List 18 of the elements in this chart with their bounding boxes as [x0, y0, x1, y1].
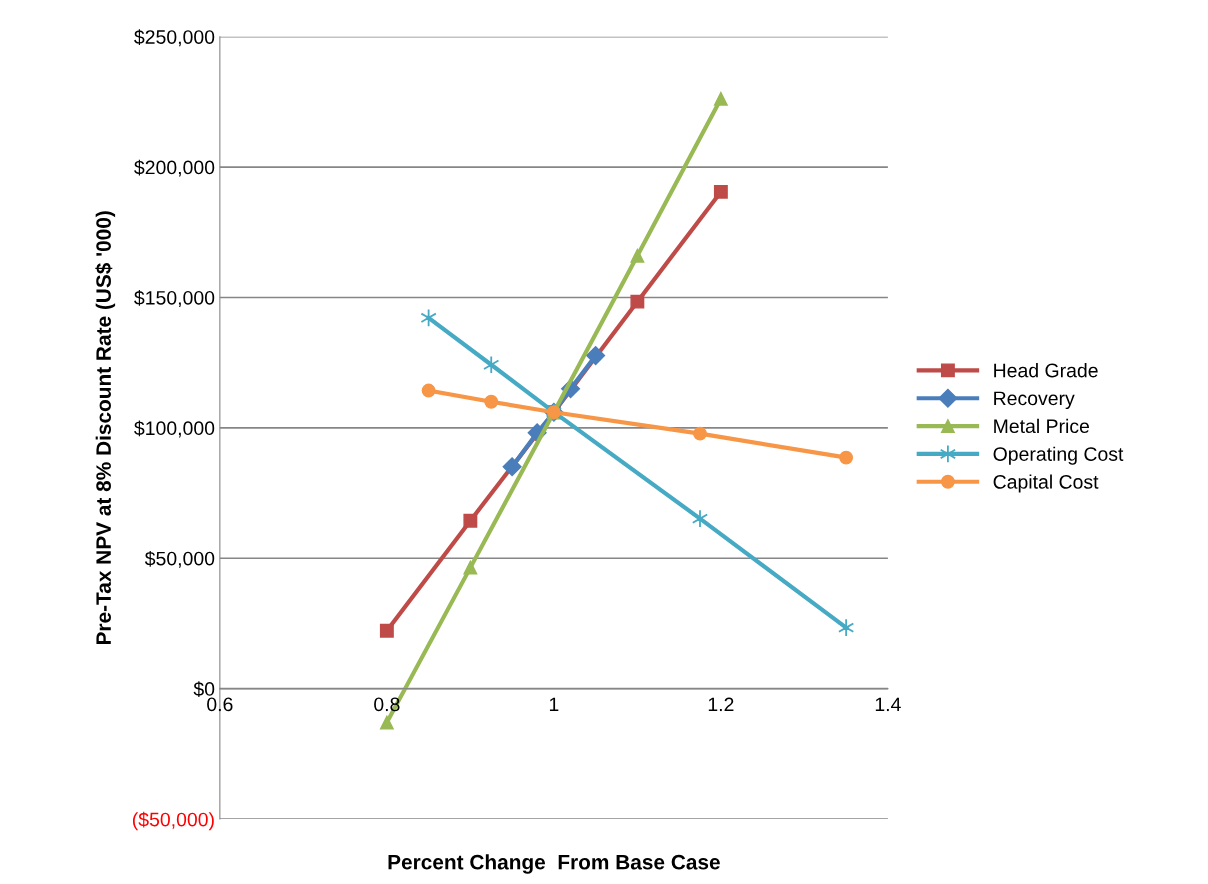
legend-label: Capital Cost: [993, 474, 1099, 493]
x-tick-label: 1.4: [875, 697, 901, 712]
x-tick-label: 1: [549, 697, 559, 712]
y-tick-label: $100,000: [134, 420, 215, 438]
legend-label: Head Grade: [994, 363, 1098, 378]
y-axis-title: Pre-Tax NPV at 8% Discount Rate (US$ '000): [95, 211, 116, 645]
legend-label: Recovery: [994, 391, 1075, 410]
x-tick-label: 0.6: [207, 697, 233, 712]
y-tick-label: ($50,000): [132, 811, 214, 831]
y-tick-label: $150,000: [134, 290, 215, 307]
y-tick-label: $0: [193, 681, 215, 698]
y-tick-label: $50,000: [144, 550, 215, 568]
y-tick-label: $250,000: [134, 29, 215, 47]
x-tick-label: 1.2: [708, 697, 734, 712]
legend-label: Metal Price: [994, 418, 1090, 434]
legend-label: Operating Cost: [993, 446, 1124, 465]
x-axis-title: Percent Change From Base Case: [388, 854, 720, 874]
y-tick-label: $200,000: [134, 159, 215, 177]
